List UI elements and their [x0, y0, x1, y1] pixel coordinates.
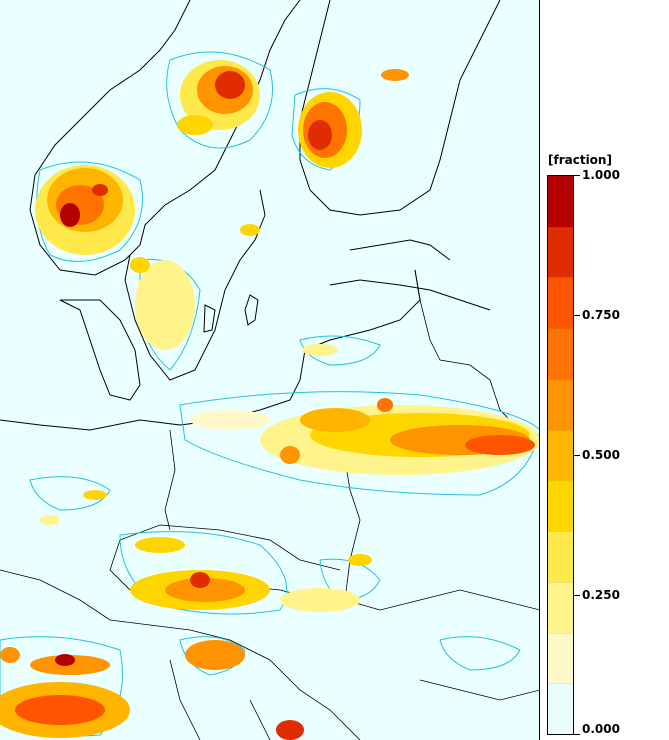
map-panel[interactable]	[0, 0, 540, 740]
legend-unit-label: [fraction]	[548, 153, 612, 167]
contour-lines	[0, 51, 539, 737]
legend-swatch	[548, 378, 573, 430]
legend-swatch	[548, 226, 573, 278]
legend-swatch	[548, 683, 573, 734]
legend-swatch	[548, 328, 573, 379]
legend-tick-label: 0.000	[582, 722, 620, 736]
legend-colorbar	[547, 175, 574, 735]
legend-tick-mark	[574, 315, 580, 316]
legend-tick-label: 0.750	[582, 308, 620, 322]
legend-swatch	[548, 175, 573, 227]
legend-tick-label: 0.500	[582, 448, 620, 462]
legend-swatch	[548, 581, 573, 633]
legend-swatch	[548, 531, 573, 582]
legend-swatch	[548, 277, 573, 329]
legend-tick-label: 0.250	[582, 588, 620, 602]
legend-tick-mark	[574, 734, 580, 735]
fraction-field	[0, 60, 539, 740]
legend-swatch	[548, 480, 573, 532]
legend-swatch	[548, 429, 573, 481]
legend-tick-label: 1.000	[582, 168, 620, 182]
legend-tick-mark	[574, 455, 580, 456]
fraction-map	[0, 0, 539, 740]
legend-tick-mark	[574, 175, 580, 176]
legend-tick-mark	[574, 595, 580, 596]
legend-swatch	[548, 632, 573, 684]
